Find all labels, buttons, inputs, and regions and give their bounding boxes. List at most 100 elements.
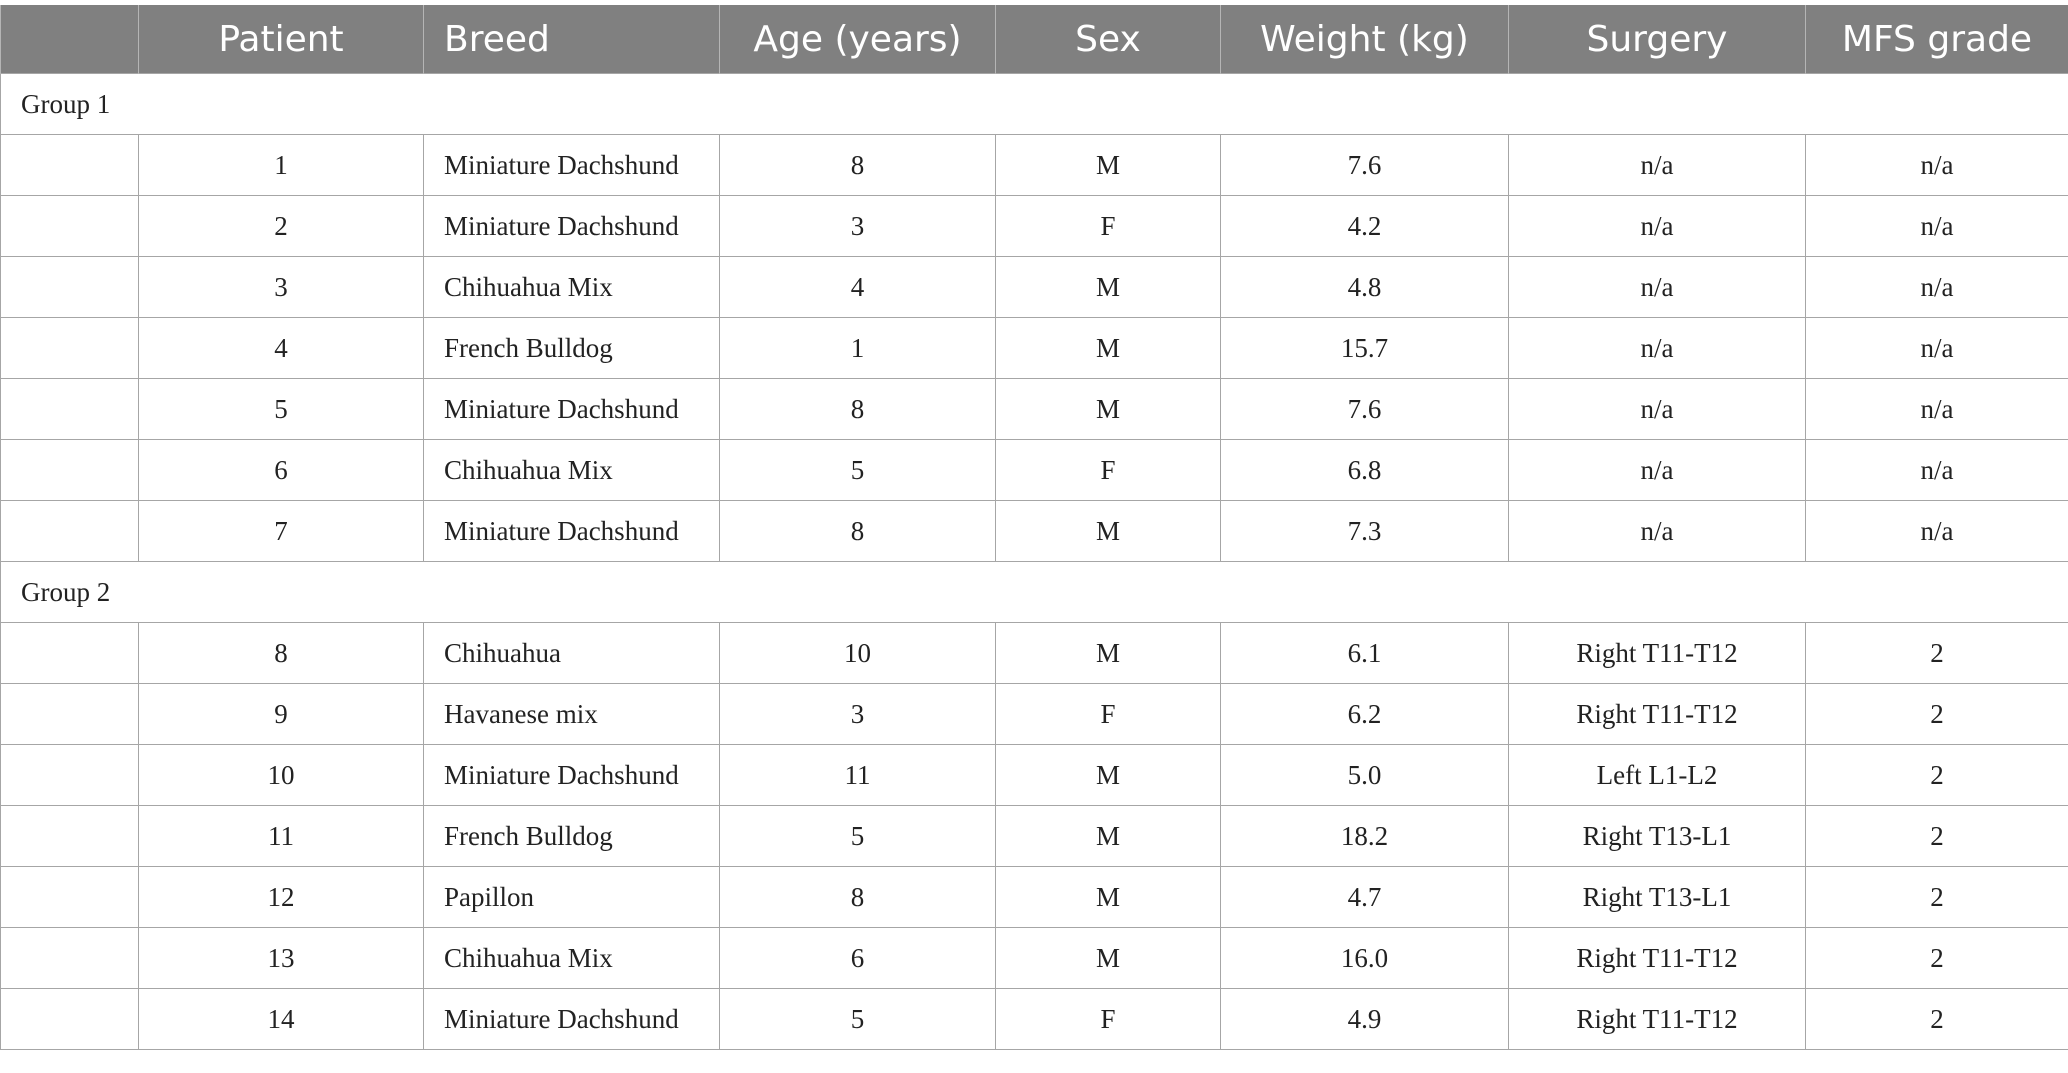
blank-cell: [0, 256, 139, 318]
age-cell: 5: [719, 439, 996, 501]
table-row: 12 Papillon 8 M 4.7 Right T13-L1 2: [0, 866, 2068, 928]
sex-cell: M: [995, 866, 1221, 928]
patient-cell: 6: [138, 439, 424, 501]
weight-cell: 6.1: [1220, 622, 1509, 684]
table-row: 1 Miniature Dachshund 8 M 7.6 n/a n/a: [0, 134, 2068, 196]
sex-cell: F: [995, 988, 1221, 1050]
table-row: 7 Miniature Dachshund 8 M 7.3 n/a n/a: [0, 500, 2068, 562]
blank-cell: [0, 134, 139, 196]
patient-cell: 1: [138, 134, 424, 196]
group-label: Group 1: [0, 73, 2068, 135]
surgery-cell: n/a: [1508, 500, 1806, 562]
breed-cell: Chihuahua Mix: [423, 439, 720, 501]
mfs-grade-cell: n/a: [1805, 317, 2068, 379]
table-row: 5 Miniature Dachshund 8 M 7.6 n/a n/a: [0, 378, 2068, 440]
column-header-patient: Patient: [138, 5, 424, 74]
weight-cell: 4.7: [1220, 866, 1509, 928]
table-row: 14 Miniature Dachshund 5 F 4.9 Right T11-T12 2: [0, 988, 2068, 1050]
patient-cell: 14: [138, 988, 424, 1050]
table-row: 10 Miniature Dachshund 11 M 5.0 Left L1-L2 2: [0, 744, 2068, 806]
sex-cell: M: [995, 805, 1221, 867]
breed-cell: Miniature Dachshund: [423, 134, 720, 196]
surgery-cell: n/a: [1508, 439, 1806, 501]
table-row: 11 French Bulldog 5 M 18.2 Right T13-L1 2: [0, 805, 2068, 867]
blank-cell: [0, 988, 139, 1050]
patient-cell: 13: [138, 927, 424, 989]
age-cell: 8: [719, 378, 996, 440]
age-cell: 11: [719, 744, 996, 806]
patient-cell: 3: [138, 256, 424, 318]
column-header-surgery: Surgery: [1508, 5, 1806, 74]
surgery-cell: Right T11-T12: [1508, 622, 1806, 684]
patient-cell: 2: [138, 195, 424, 257]
weight-cell: 4.9: [1220, 988, 1509, 1050]
breed-cell: Chihuahua: [423, 622, 720, 684]
mfs-grade-cell: n/a: [1805, 378, 2068, 440]
weight-cell: 6.2: [1220, 683, 1509, 745]
weight-cell: 15.7: [1220, 317, 1509, 379]
mfs-grade-cell: 2: [1805, 988, 2068, 1050]
header-row: Patient Breed Age (years) Sex Weight (kg…: [0, 5, 2068, 74]
breed-cell: Havanese mix: [423, 683, 720, 745]
table-row: 8 Chihuahua 10 M 6.1 Right T11-T12 2: [0, 622, 2068, 684]
breed-cell: Miniature Dachshund: [423, 744, 720, 806]
mfs-grade-cell: 2: [1805, 622, 2068, 684]
surgery-cell: Right T11-T12: [1508, 927, 1806, 989]
blank-cell: [0, 500, 139, 562]
weight-cell: 18.2: [1220, 805, 1509, 867]
blank-cell: [0, 317, 139, 379]
sex-cell: M: [995, 622, 1221, 684]
age-cell: 8: [719, 500, 996, 562]
blank-cell: [0, 378, 139, 440]
mfs-grade-cell: 2: [1805, 683, 2068, 745]
blank-cell: [0, 195, 139, 257]
blank-cell: [0, 866, 139, 928]
surgery-cell: Left L1-L2: [1508, 744, 1806, 806]
surgery-cell: Right T13-L1: [1508, 805, 1806, 867]
table-row: 9 Havanese mix 3 F 6.2 Right T11-T12 2: [0, 683, 2068, 745]
sex-cell: M: [995, 134, 1221, 196]
mfs-grade-cell: 2: [1805, 866, 2068, 928]
sex-cell: M: [995, 256, 1221, 318]
patient-table: Patient Breed Age (years) Sex Weight (kg…: [0, 5, 2068, 1050]
mfs-grade-cell: n/a: [1805, 500, 2068, 562]
blank-cell: [0, 683, 139, 745]
patient-cell: 10: [138, 744, 424, 806]
breed-cell: Chihuahua Mix: [423, 256, 720, 318]
mfs-grade-cell: n/a: [1805, 439, 2068, 501]
patient-cell: 11: [138, 805, 424, 867]
column-header-mfs-grade: MFS grade: [1805, 5, 2068, 74]
mfs-grade-cell: 2: [1805, 744, 2068, 806]
surgery-cell: Right T11-T12: [1508, 988, 1806, 1050]
column-header-age: Age (years): [719, 5, 996, 74]
sex-cell: M: [995, 927, 1221, 989]
group-row: Group 2: [0, 561, 2068, 623]
mfs-grade-cell: n/a: [1805, 195, 2068, 257]
sex-cell: F: [995, 195, 1221, 257]
breed-cell: French Bulldog: [423, 805, 720, 867]
patient-cell: 4: [138, 317, 424, 379]
weight-cell: 7.6: [1220, 134, 1509, 196]
column-header-breed: Breed: [423, 5, 720, 74]
weight-cell: 7.6: [1220, 378, 1509, 440]
sex-cell: F: [995, 683, 1221, 745]
breed-cell: French Bulldog: [423, 317, 720, 379]
breed-cell: Miniature Dachshund: [423, 500, 720, 562]
breed-cell: Papillon: [423, 866, 720, 928]
age-cell: 3: [719, 683, 996, 745]
sex-cell: M: [995, 500, 1221, 562]
age-cell: 8: [719, 866, 996, 928]
mfs-grade-cell: n/a: [1805, 134, 2068, 196]
patient-cell: 8: [138, 622, 424, 684]
age-cell: 10: [719, 622, 996, 684]
breed-cell: Miniature Dachshund: [423, 378, 720, 440]
age-cell: 4: [719, 256, 996, 318]
weight-cell: 4.8: [1220, 256, 1509, 318]
blank-cell: [0, 805, 139, 867]
weight-cell: 5.0: [1220, 744, 1509, 806]
age-cell: 8: [719, 134, 996, 196]
patient-cell: 9: [138, 683, 424, 745]
patient-cell: 5: [138, 378, 424, 440]
mfs-grade-cell: 2: [1805, 805, 2068, 867]
age-cell: 3: [719, 195, 996, 257]
